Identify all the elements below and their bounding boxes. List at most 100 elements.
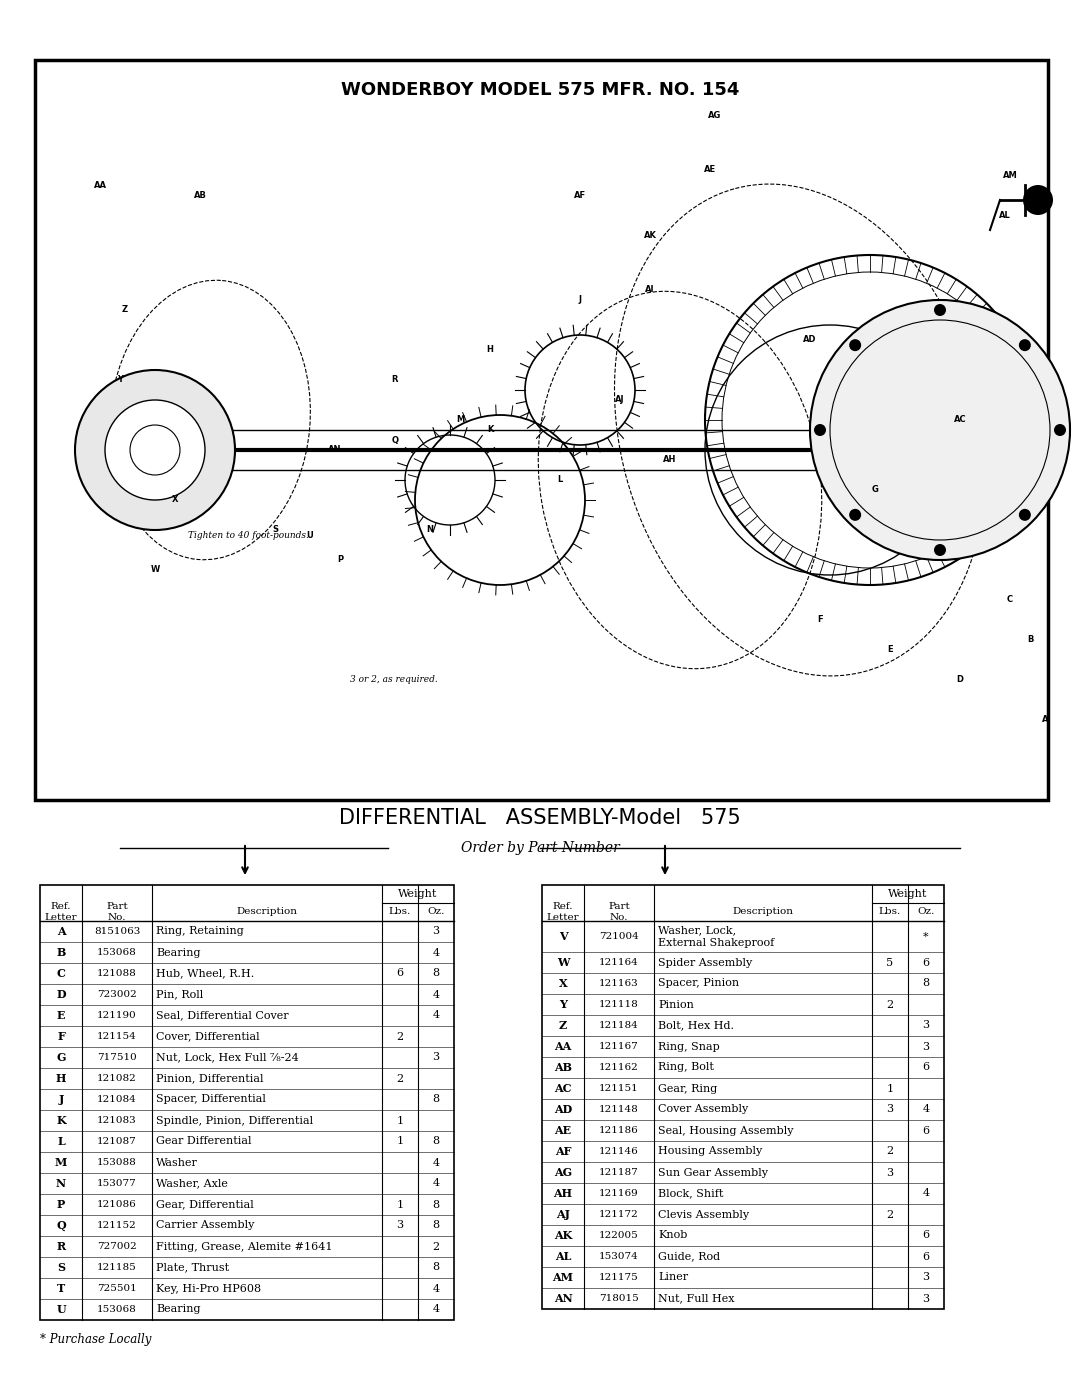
Text: AM: AM — [553, 1273, 573, 1282]
Text: 4: 4 — [432, 1179, 440, 1189]
Text: 121086: 121086 — [97, 1200, 137, 1208]
Text: F: F — [57, 1031, 65, 1042]
Text: Pin, Roll: Pin, Roll — [156, 989, 203, 999]
Text: 121175: 121175 — [599, 1273, 639, 1282]
Text: 6: 6 — [922, 1126, 930, 1136]
Text: E: E — [57, 1010, 65, 1021]
Text: 4: 4 — [922, 1105, 930, 1115]
Text: AF: AF — [573, 190, 586, 200]
Text: 121164: 121164 — [599, 958, 639, 967]
Text: Carrier Assembly: Carrier Assembly — [156, 1221, 255, 1231]
Text: 1: 1 — [887, 1084, 893, 1094]
Text: Hub, Wheel, R.H.: Hub, Wheel, R.H. — [156, 968, 254, 978]
Text: 121146: 121146 — [599, 1147, 639, 1155]
Text: 121187: 121187 — [599, 1168, 639, 1178]
Text: C: C — [1007, 595, 1013, 605]
Text: J: J — [579, 296, 581, 305]
Text: AG: AG — [708, 110, 721, 120]
Text: 121167: 121167 — [599, 1042, 639, 1051]
Text: 121186: 121186 — [599, 1126, 639, 1134]
Circle shape — [1018, 509, 1030, 521]
Text: 121087: 121087 — [97, 1137, 137, 1146]
Text: Spindle, Pinion, Differential: Spindle, Pinion, Differential — [156, 1115, 313, 1126]
Text: Guide, Rod: Guide, Rod — [658, 1252, 720, 1261]
Text: D: D — [957, 676, 963, 685]
Text: 121163: 121163 — [599, 979, 639, 988]
Text: Ref.
Letter: Ref. Letter — [546, 902, 579, 922]
Text: 718015: 718015 — [599, 1294, 639, 1303]
Text: 121118: 121118 — [599, 1000, 639, 1009]
Text: N: N — [427, 525, 433, 535]
Text: Lbs.: Lbs. — [389, 908, 411, 916]
Text: 153088: 153088 — [97, 1158, 137, 1166]
Text: Tighten to 40 foot-pounds.: Tighten to 40 foot-pounds. — [188, 531, 309, 539]
Text: H: H — [487, 345, 494, 355]
Text: 3: 3 — [887, 1168, 893, 1178]
Text: Y: Y — [559, 999, 567, 1010]
Text: AN: AN — [554, 1294, 572, 1303]
Text: 8: 8 — [432, 1094, 440, 1105]
Text: Part
No.: Part No. — [608, 902, 630, 922]
Text: 721004: 721004 — [599, 932, 639, 942]
Text: N: N — [56, 1178, 66, 1189]
Text: P: P — [57, 1199, 65, 1210]
Text: 8: 8 — [432, 968, 440, 978]
Text: J: J — [58, 1094, 64, 1105]
Bar — [40, 886, 454, 1320]
Text: Seal, Housing Assembly: Seal, Housing Assembly — [658, 1126, 794, 1136]
Text: * Purchase Locally: * Purchase Locally — [40, 1334, 151, 1347]
Text: T: T — [57, 1282, 65, 1294]
Text: 121184: 121184 — [599, 1021, 639, 1030]
Text: 2: 2 — [432, 1242, 440, 1252]
Text: DIFFERENTIAL   ASSEMBLY-Model   575: DIFFERENTIAL ASSEMBLY-Model 575 — [339, 807, 741, 828]
Text: 121088: 121088 — [97, 970, 137, 978]
Text: 8: 8 — [432, 1221, 440, 1231]
Text: AC: AC — [554, 1083, 571, 1094]
Text: AM: AM — [1002, 170, 1017, 179]
Bar — [542, 886, 944, 1309]
Text: 3: 3 — [922, 1020, 930, 1031]
Text: W: W — [150, 566, 160, 574]
Circle shape — [105, 400, 205, 500]
Text: AF: AF — [555, 1146, 571, 1157]
Text: AN: AN — [328, 446, 341, 454]
Text: X: X — [172, 496, 178, 504]
Text: Ref.
Letter: Ref. Letter — [44, 902, 78, 922]
Text: Z: Z — [559, 1020, 567, 1031]
Text: 121162: 121162 — [599, 1063, 639, 1071]
Text: Nut, Full Hex: Nut, Full Hex — [658, 1294, 734, 1303]
Text: Washer: Washer — [156, 1158, 198, 1168]
Text: AD: AD — [554, 1104, 572, 1115]
Circle shape — [810, 300, 1070, 560]
Text: Clevis Assembly: Clevis Assembly — [658, 1210, 750, 1220]
Text: B: B — [56, 947, 66, 958]
Text: Ring, Bolt: Ring, Bolt — [658, 1063, 714, 1073]
Text: K: K — [487, 426, 494, 434]
Text: 3 or 2, as required.: 3 or 2, as required. — [350, 676, 437, 685]
Text: 121152: 121152 — [97, 1221, 137, 1229]
Text: Part
No.: Part No. — [106, 902, 127, 922]
Text: 3: 3 — [396, 1221, 404, 1231]
Text: 153068: 153068 — [97, 949, 137, 957]
Text: H: H — [56, 1073, 66, 1084]
Text: AL: AL — [999, 211, 1011, 219]
Text: AE: AE — [554, 1125, 571, 1136]
Text: L: L — [557, 475, 563, 485]
Text: 121154: 121154 — [97, 1032, 137, 1041]
Text: Liner: Liner — [658, 1273, 688, 1282]
Text: X: X — [558, 978, 567, 989]
Text: 2: 2 — [396, 1031, 404, 1042]
Text: 153068: 153068 — [97, 1305, 137, 1315]
Text: Bolt, Hex Hd.: Bolt, Hex Hd. — [658, 1020, 734, 1031]
Text: 121169: 121169 — [599, 1189, 639, 1199]
Text: 725501: 725501 — [97, 1284, 137, 1294]
Text: Bearing: Bearing — [156, 1305, 201, 1315]
Text: Key, Hi-Pro HP608: Key, Hi-Pro HP608 — [156, 1284, 261, 1294]
Text: S: S — [57, 1261, 65, 1273]
Text: 2: 2 — [396, 1073, 404, 1084]
Text: AH: AH — [554, 1187, 572, 1199]
Text: Housing Assembly: Housing Assembly — [658, 1147, 762, 1157]
Text: D: D — [56, 989, 66, 1000]
Text: A: A — [56, 926, 65, 937]
Text: 6: 6 — [922, 1063, 930, 1073]
